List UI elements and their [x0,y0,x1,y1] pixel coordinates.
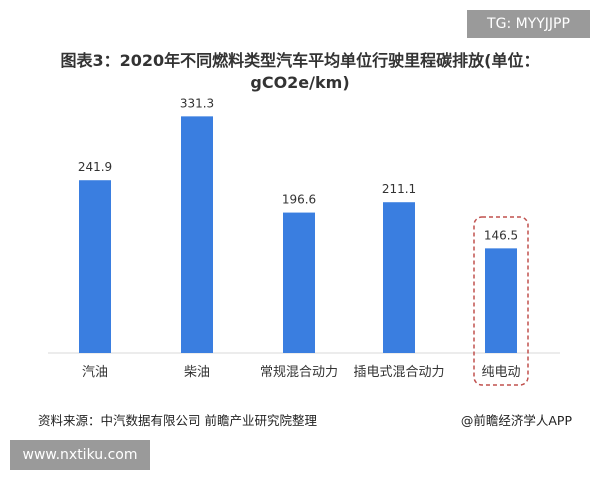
bar-0 [79,180,111,353]
bottom-left-watermark: www.nxtiku.com [10,440,150,470]
category-label-3: 插电式混合动力 [353,365,444,380]
value-label-1: 331.3 [180,96,214,110]
bar-2 [283,212,315,353]
bar-4 [485,248,517,353]
value-label-4: 146.5 [484,228,518,242]
chart-title: 图表3：2020年不同燃料类型汽车平均单位行驶里程碳排放(单位：gCO2e/km… [60,51,540,92]
category-label-0: 汽油 [82,365,108,380]
source-note: 资料来源：中汽数据有限公司 前瞻产业研究院整理 [38,413,317,428]
value-label-2: 196.6 [282,193,316,207]
bar-chart: 241.9 331.3 196.6 211.1 146.5 汽油 柴油 常规混合动力 插电式混… [48,96,560,386]
highlight-box [473,216,529,386]
bar-3 [383,202,415,353]
credit-note: @前瞻经济学人APP [460,413,572,428]
category-label-2: 常规混合动力 [260,365,338,380]
top-right-watermark: TG: MYYJJPP [467,10,590,38]
category-label-4: 纯电动 [481,365,520,380]
bar-1 [181,116,213,353]
value-label-0: 241.9 [78,160,112,174]
value-label-3: 211.1 [382,182,416,196]
category-label-1: 柴油 [184,365,210,380]
